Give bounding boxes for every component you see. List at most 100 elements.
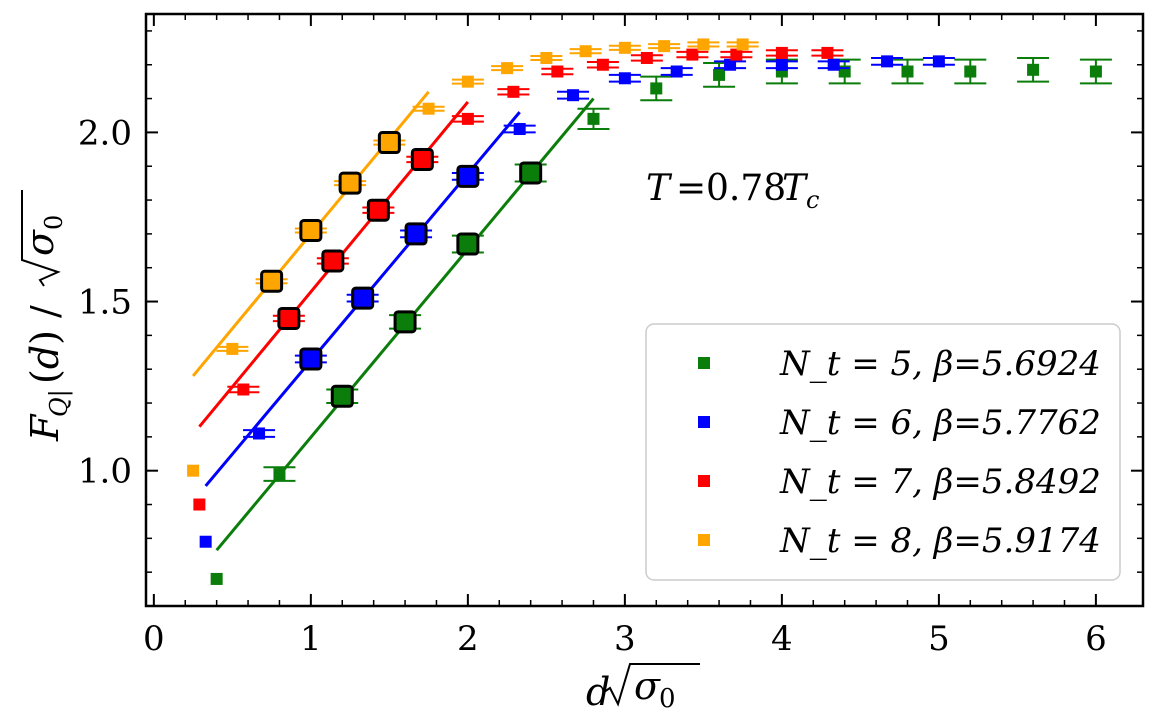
data-point bbox=[1027, 63, 1040, 76]
data-point bbox=[686, 48, 699, 61]
data-point bbox=[540, 51, 553, 64]
data-point bbox=[713, 68, 726, 81]
x-axis-label-sub: 0 bbox=[659, 684, 676, 714]
data-point bbox=[596, 58, 609, 71]
data-point bbox=[226, 342, 239, 355]
y-tick-label: 1.0 bbox=[78, 452, 132, 492]
data-point bbox=[1089, 65, 1102, 78]
annotation-eq: = bbox=[676, 168, 706, 209]
x-tick-label: 2 bbox=[457, 619, 479, 659]
y-tick-labels: 1.0 1.5 2.0 bbox=[78, 113, 132, 491]
data-point-fit bbox=[410, 147, 434, 171]
data-point-fit bbox=[377, 131, 401, 155]
legend-marker bbox=[698, 416, 710, 428]
data-point bbox=[422, 102, 435, 115]
y-axis-label-sigma-sub: 0 bbox=[40, 215, 68, 230]
data-point bbox=[187, 464, 200, 477]
data-point-fit bbox=[277, 306, 301, 330]
data-point bbox=[658, 40, 671, 53]
data-points bbox=[187, 38, 1112, 585]
legend-marker bbox=[698, 475, 710, 487]
y-tick-label: 2.0 bbox=[78, 113, 132, 153]
y-axis-label-sigma: σ bbox=[18, 229, 62, 256]
data-point-fit bbox=[519, 161, 543, 185]
data-point bbox=[901, 65, 914, 78]
data-point-fit bbox=[404, 222, 428, 246]
y-axis-label-F: F bbox=[23, 413, 67, 442]
legend-box bbox=[645, 323, 1121, 581]
data-point bbox=[199, 535, 212, 548]
legend-items: N_t = 5, β=5.6924 N_t = 6, β=5.7762 N_t = … bbox=[698, 344, 1101, 561]
data-point-fit bbox=[456, 232, 480, 256]
plot-frame bbox=[144, 12, 1145, 608]
y-axis-sqrt-sign bbox=[21, 190, 61, 287]
data-point bbox=[730, 48, 743, 61]
data-point-fit bbox=[260, 269, 284, 293]
legend: N_t = 5, β=5.6924 N_t = 6, β=5.7762 N_t = … bbox=[645, 323, 1121, 581]
data-point bbox=[210, 572, 223, 585]
data-point bbox=[237, 383, 250, 396]
legend-marker bbox=[698, 357, 710, 369]
legend-label: N_t = 6, β=5.7762 bbox=[779, 403, 1101, 443]
y-tick-label: 1.5 bbox=[78, 283, 132, 323]
x-tick-label: 1 bbox=[300, 619, 322, 659]
legend-marker bbox=[698, 534, 710, 546]
data-point-fit bbox=[338, 171, 362, 195]
data-point-fit bbox=[321, 249, 345, 273]
annotation-val: 0.78 bbox=[706, 168, 786, 209]
x-tick-label: 0 bbox=[143, 619, 165, 659]
data-point bbox=[193, 498, 206, 511]
data-point-fit bbox=[456, 164, 480, 188]
x-tick-label: 4 bbox=[771, 619, 793, 659]
data-point bbox=[587, 112, 600, 125]
annotation-Tc-sub: c bbox=[806, 186, 819, 214]
data-point-fit bbox=[299, 347, 323, 371]
data-point bbox=[821, 46, 834, 59]
axis-ticks bbox=[146, 14, 1143, 606]
data-point bbox=[253, 427, 266, 440]
data-point bbox=[513, 123, 526, 136]
x-axis-label-d: d bbox=[586, 670, 610, 714]
data-point bbox=[551, 65, 564, 78]
legend-label: N_t = 7, β=5.8492 bbox=[779, 462, 1101, 502]
data-point bbox=[964, 65, 977, 78]
data-point bbox=[501, 62, 514, 75]
x-axis-label: d σ 0 bbox=[586, 663, 700, 714]
data-point bbox=[618, 72, 631, 85]
data-point bbox=[567, 89, 580, 102]
y-axis-label-d: (d) / bbox=[23, 305, 67, 384]
data-point-fit bbox=[351, 286, 375, 310]
data-point bbox=[640, 51, 653, 64]
data-point bbox=[932, 55, 945, 68]
data-point bbox=[618, 41, 631, 54]
data-point-fit bbox=[299, 219, 323, 243]
data-point bbox=[461, 112, 474, 125]
data-point-fit bbox=[393, 310, 417, 334]
data-point bbox=[670, 65, 683, 78]
data-point bbox=[724, 58, 737, 71]
legend-label: N_t = 8, β=5.9174 bbox=[779, 521, 1101, 561]
y-axis-label: F Q| (d) / σ 0 bbox=[18, 190, 74, 442]
annotation-Tc: T bbox=[782, 168, 809, 209]
x-axis-label-sigma: σ bbox=[634, 664, 661, 708]
data-point bbox=[579, 45, 592, 58]
x-tick-label: 3 bbox=[614, 619, 636, 659]
data-point bbox=[273, 468, 286, 481]
data-point bbox=[827, 58, 840, 71]
data-point-fit bbox=[330, 384, 354, 408]
data-point bbox=[650, 82, 663, 95]
legend-label: N_t = 5, β=5.6924 bbox=[779, 344, 1101, 384]
x-tick-label: 6 bbox=[1085, 619, 1107, 659]
data-point bbox=[736, 38, 749, 51]
temperature-annotation: T = 0.78 T c bbox=[646, 168, 819, 214]
data-point-fit bbox=[366, 198, 390, 222]
data-point bbox=[775, 58, 788, 71]
y-axis-label-sub: Q| bbox=[45, 389, 74, 417]
annotation-T: T bbox=[646, 168, 673, 209]
x-axis-sqrt-sign bbox=[603, 663, 700, 707]
data-point bbox=[697, 38, 710, 51]
fit-lines bbox=[191, 90, 595, 552]
data-point bbox=[881, 55, 894, 68]
data-point bbox=[461, 75, 474, 88]
